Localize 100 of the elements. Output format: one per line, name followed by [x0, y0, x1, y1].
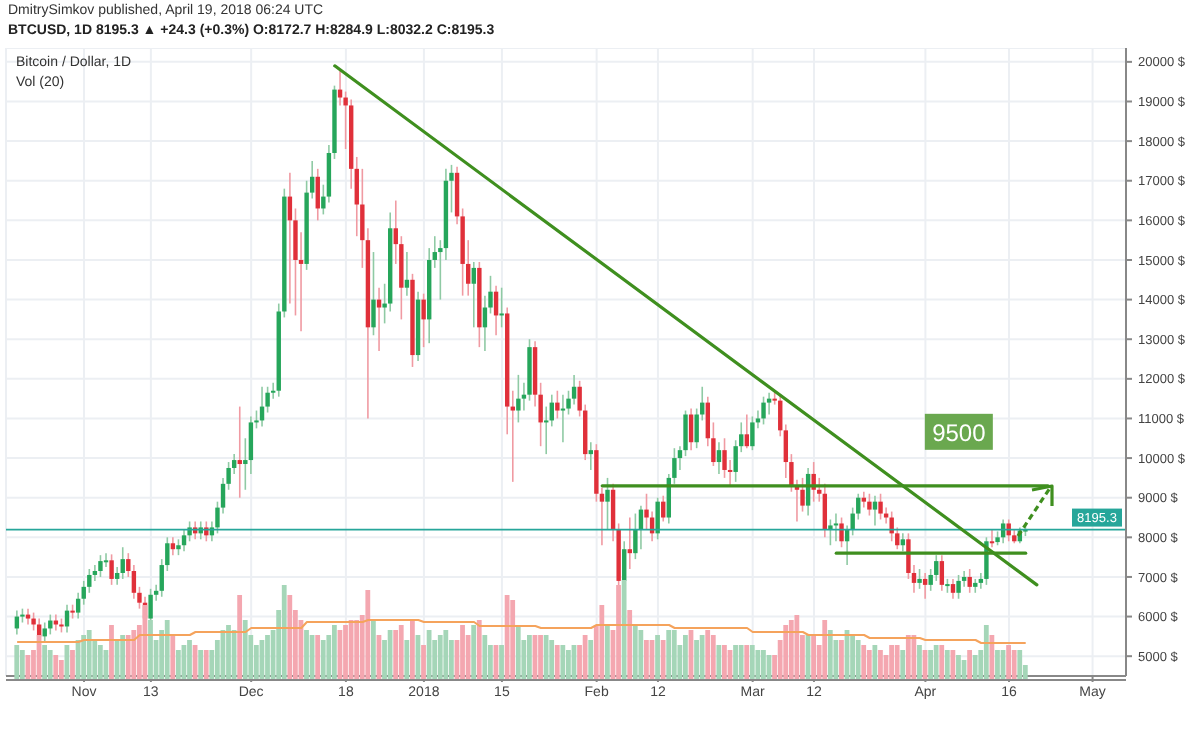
- bar: [170, 635, 176, 680]
- bar: [699, 635, 705, 680]
- candlestick: [555, 389, 560, 420]
- candlestick: [828, 518, 833, 547]
- bar: [109, 625, 114, 680]
- candlestick: [917, 568, 922, 590]
- candlestick: [237, 405, 242, 499]
- bar: [499, 645, 504, 680]
- bar: [950, 650, 956, 680]
- bar: [42, 645, 48, 680]
- bar: [421, 645, 426, 680]
- bar: [515, 625, 521, 680]
- bar: [125, 635, 131, 680]
- candlestick: [872, 494, 878, 527]
- candlestick: [956, 574, 961, 600]
- candlestick: [499, 286, 504, 329]
- bar: [655, 635, 660, 680]
- bar: [14, 645, 20, 680]
- bar: [616, 585, 621, 680]
- candlestick: [922, 572, 928, 600]
- candlestick: [889, 510, 894, 543]
- bar: [566, 650, 571, 680]
- bar: [822, 620, 828, 680]
- bar: [365, 590, 371, 680]
- candlestick: [744, 413, 750, 449]
- bar: [599, 605, 605, 680]
- candlestick: [867, 492, 872, 517]
- bar: [343, 625, 348, 680]
- bar: [404, 640, 410, 680]
- bar: [944, 650, 950, 680]
- bar: [761, 650, 766, 680]
- candlestick: [627, 516, 632, 570]
- bar: [983, 625, 989, 680]
- annotation: 9500: [932, 418, 987, 447]
- bar: [53, 655, 59, 680]
- bar: [632, 625, 638, 680]
- bar: [755, 650, 761, 680]
- bar: [175, 650, 181, 680]
- bar: [716, 645, 722, 680]
- candlestick: [655, 496, 660, 541]
- candlestick: [471, 261, 476, 329]
- candlestick: [588, 441, 593, 471]
- candlestick: [120, 546, 125, 580]
- bar: [644, 640, 649, 680]
- bar: [1017, 650, 1023, 680]
- candlestick: [800, 477, 805, 513]
- bar: [543, 635, 549, 680]
- bar: [972, 655, 978, 680]
- bar: [850, 635, 855, 680]
- candlestick: [722, 437, 727, 479]
- bar: [894, 645, 900, 680]
- bar: [839, 640, 844, 680]
- candlestick: [181, 528, 187, 552]
- bar: [287, 595, 293, 680]
- candlestick: [967, 568, 972, 594]
- bar: [744, 645, 750, 680]
- bar: [70, 650, 75, 680]
- candlestick: [716, 441, 722, 475]
- bar: [989, 635, 995, 680]
- bar: [671, 630, 677, 680]
- bar: [738, 645, 744, 680]
- candlestick: [421, 292, 426, 348]
- bar: [866, 650, 872, 680]
- bar: [265, 635, 270, 680]
- bar: [855, 640, 861, 680]
- candlestick: [688, 407, 694, 451]
- bar: [638, 630, 644, 680]
- bar: [554, 645, 560, 680]
- candlestick: [516, 374, 521, 424]
- bar: [510, 600, 516, 680]
- candlestick: [98, 554, 103, 578]
- candlestick: [950, 578, 956, 600]
- candlestick: [973, 578, 978, 594]
- bar: [242, 620, 248, 680]
- bar: [694, 640, 699, 680]
- bar: [627, 610, 633, 680]
- candlestick: [376, 286, 382, 352]
- bar: [705, 630, 711, 680]
- bar: [226, 625, 231, 680]
- bar: [304, 630, 309, 680]
- bar: [538, 635, 543, 680]
- bar: [504, 595, 510, 680]
- bar: [933, 645, 939, 680]
- bar: [97, 645, 103, 680]
- bar: [198, 650, 204, 680]
- candlestick: [109, 553, 114, 586]
- candlestick: [766, 391, 772, 416]
- candlestick: [839, 516, 844, 549]
- bar: [131, 630, 137, 680]
- bar: [409, 620, 415, 680]
- bar: [476, 620, 482, 680]
- bar: [588, 640, 594, 680]
- bar: [889, 645, 894, 680]
- bar: [605, 625, 610, 680]
- bar: [203, 650, 209, 680]
- candlestick: [571, 374, 577, 406]
- candlestick: [42, 621, 47, 644]
- candlestick: [633, 512, 638, 560]
- bar: [683, 635, 688, 680]
- bar: [956, 655, 961, 680]
